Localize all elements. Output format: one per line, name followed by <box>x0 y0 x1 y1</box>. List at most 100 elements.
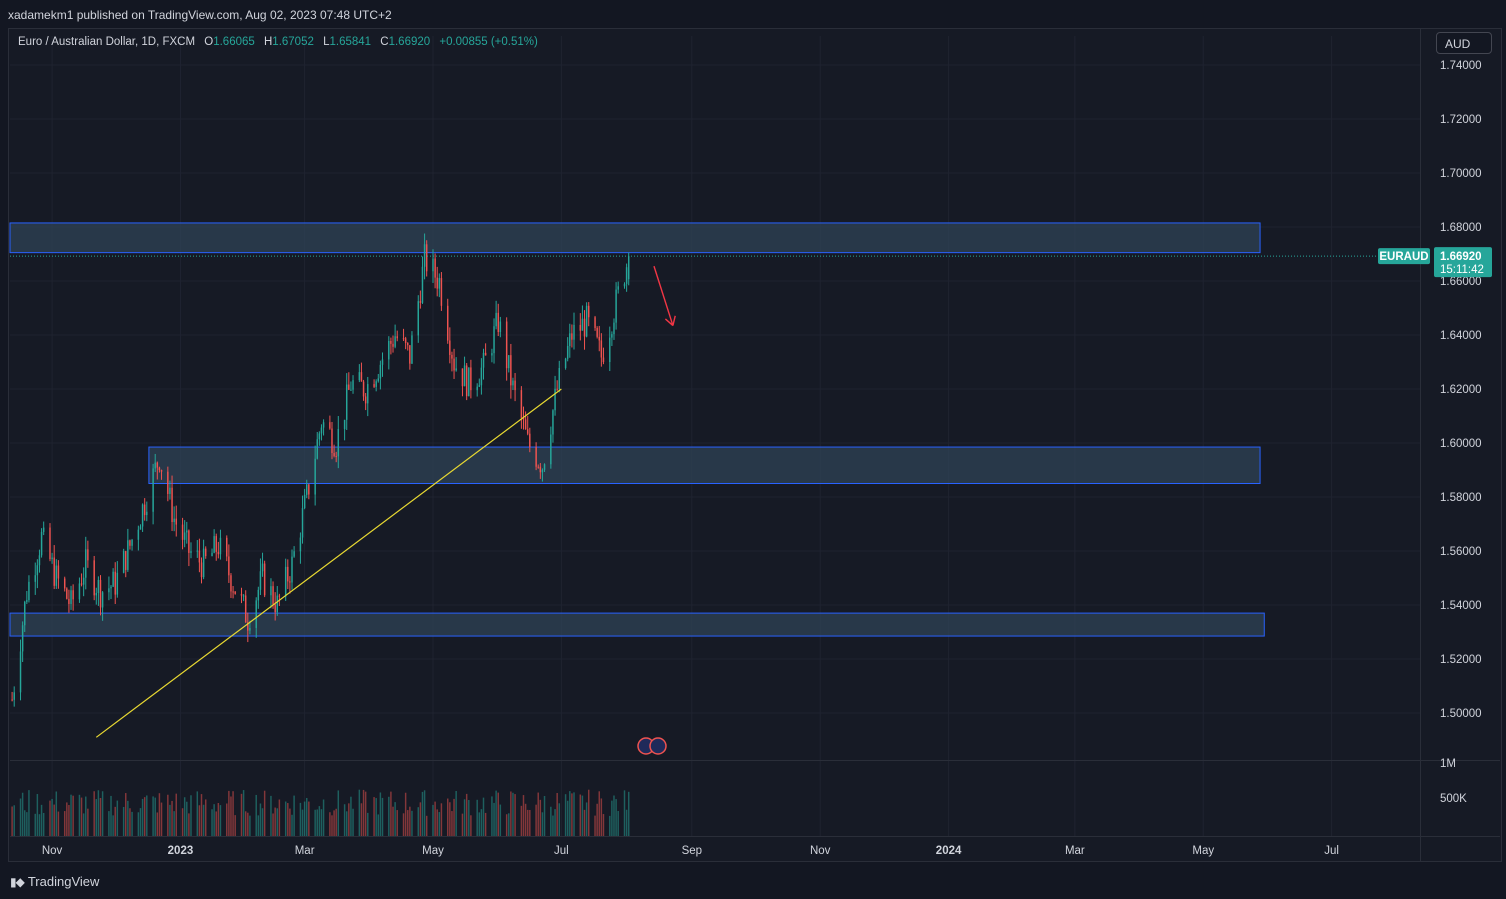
currency-button[interactable]: AUD <box>1436 32 1492 54</box>
volume-bar <box>314 809 316 836</box>
candle-body <box>440 278 443 306</box>
volume-bar <box>440 803 443 836</box>
candle-body <box>125 551 127 570</box>
candle-body <box>249 627 251 631</box>
volume-bar <box>143 797 146 836</box>
candle-body <box>51 557 53 560</box>
volume-bar <box>419 802 422 836</box>
candle-body <box>68 598 70 604</box>
candle-body <box>291 556 293 583</box>
candle-body <box>190 551 192 553</box>
volume-bar <box>402 813 405 836</box>
volume-bar <box>558 803 561 836</box>
candle-body <box>345 384 348 420</box>
volume-bar <box>623 790 626 836</box>
time-tick-label: May <box>1192 845 1214 857</box>
drawings <box>10 255 1376 755</box>
close-value: 1.66920 <box>388 36 431 48</box>
candle-body <box>573 324 575 340</box>
candle-body <box>512 380 514 386</box>
volume-bar <box>625 809 628 836</box>
candle-body <box>333 453 335 456</box>
time-tick-label: Mar <box>295 845 315 857</box>
candle-body <box>228 556 230 576</box>
candle-body <box>255 600 257 628</box>
volume-bar <box>379 792 382 836</box>
volume-bar <box>57 811 60 836</box>
candle-body <box>468 367 470 397</box>
volume-bar <box>232 791 234 836</box>
candle-body <box>402 338 405 340</box>
candle-body <box>539 466 542 473</box>
volume-bar <box>581 795 584 836</box>
volume-bar <box>249 815 251 836</box>
volume-bar <box>329 812 331 836</box>
volume-bar <box>556 793 558 836</box>
candle-body <box>587 305 590 318</box>
candle-body <box>409 345 411 364</box>
volume-bar <box>470 815 472 836</box>
candle-body <box>514 380 516 391</box>
volume-bar <box>499 804 502 836</box>
volume-bar <box>63 811 66 836</box>
volume-bar <box>213 804 215 836</box>
volume-bar <box>278 799 281 836</box>
candle-body <box>244 595 247 623</box>
volume-bar <box>613 795 615 836</box>
candle-body <box>95 593 98 596</box>
volume-bar <box>524 803 527 836</box>
candle-body <box>526 429 529 434</box>
volume-bar <box>409 806 411 836</box>
volume-bar <box>425 815 428 836</box>
price-tick-label: 1.70000 <box>1440 168 1482 180</box>
candle-body <box>217 551 220 555</box>
volume-bar <box>114 806 116 836</box>
volume-bar <box>308 801 310 836</box>
candle-body <box>219 537 222 555</box>
candle-body <box>508 355 510 369</box>
candle-body <box>242 595 245 597</box>
volume-bar <box>11 806 13 836</box>
volume-bar <box>34 813 36 836</box>
volume-bar <box>550 806 552 836</box>
candle-body <box>139 526 142 530</box>
candle-body <box>270 586 272 596</box>
candle-body <box>152 468 154 512</box>
volume-bar <box>331 815 333 836</box>
candle-body <box>40 531 43 556</box>
high-value: 1.67052 <box>272 36 314 48</box>
tradingview-brand[interactable]: ▮◆ TradingView <box>10 874 99 889</box>
volume-bar <box>421 791 424 836</box>
price-tick-label: 1.52000 <box>1440 654 1482 666</box>
volume-bar <box>358 789 361 836</box>
volume-bar <box>127 800 129 836</box>
volume-bar <box>287 803 289 836</box>
volume-bar <box>436 809 438 836</box>
candle-body <box>432 258 434 272</box>
candle-body <box>484 352 487 356</box>
candle-body <box>57 565 60 579</box>
candle-body <box>305 484 308 495</box>
candle-body <box>522 417 525 420</box>
volume-bar <box>188 813 190 836</box>
candle-body <box>352 380 354 390</box>
volume-bar <box>335 808 337 836</box>
candle-body <box>419 301 422 303</box>
candle-body <box>299 537 302 552</box>
candle-body <box>495 312 497 327</box>
volume-bar <box>609 815 611 836</box>
volume-bar <box>160 802 163 836</box>
volume-bar <box>80 797 83 836</box>
volume-bar <box>211 809 213 836</box>
volume-bar <box>539 799 542 836</box>
candle-body <box>478 385 481 387</box>
chart-frame[interactable] <box>8 28 1502 862</box>
volume-bar <box>480 809 483 836</box>
candle-body <box>625 267 628 284</box>
volume-bar <box>131 811 133 836</box>
candle-body <box>93 560 95 596</box>
volume-bar <box>566 800 569 836</box>
volume-bar <box>36 794 39 836</box>
price-tick-label: 1.64000 <box>1440 330 1482 342</box>
